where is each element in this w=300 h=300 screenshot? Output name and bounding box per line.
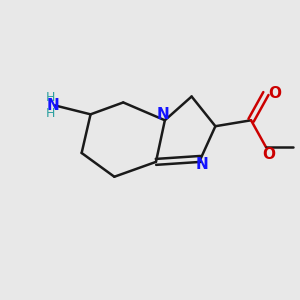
Text: N: N bbox=[47, 98, 60, 113]
Text: N: N bbox=[196, 157, 208, 172]
Text: H: H bbox=[46, 91, 55, 103]
Text: O: O bbox=[268, 86, 281, 101]
Text: H: H bbox=[46, 107, 55, 120]
Text: O: O bbox=[262, 147, 275, 162]
Text: N: N bbox=[157, 107, 170, 122]
